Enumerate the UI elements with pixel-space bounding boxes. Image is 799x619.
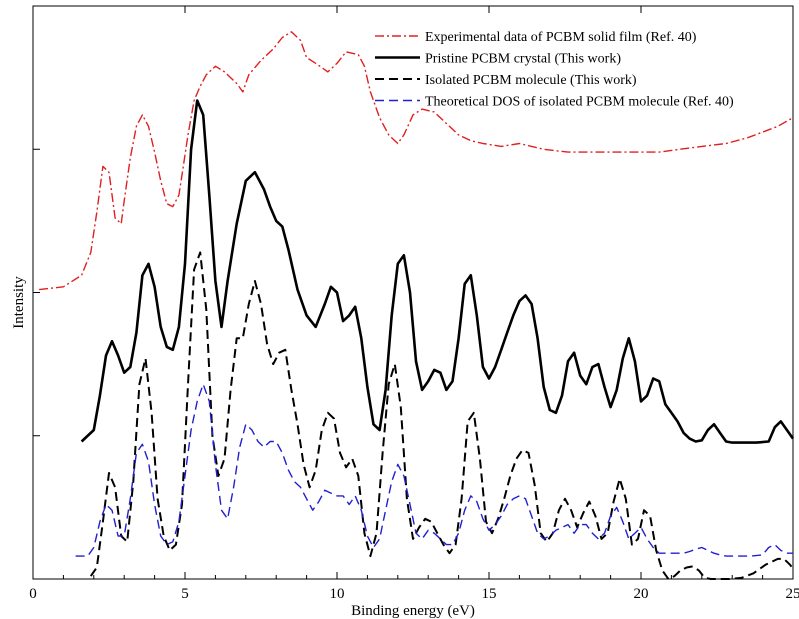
series-line-3 [75,383,793,557]
series-group [39,31,795,580]
axis-ticks: 0 5 10 15 20 25 [29,5,799,602]
plot-frame [32,5,794,580]
x-axis-label: Binding energy (eV) [351,603,475,619]
x-tick-label: 10 [330,586,345,602]
x-tick-label: 5 [181,586,189,602]
series-line-2 [89,251,794,580]
y-axis-label: Intensity [11,276,27,329]
legend-label-1: Pristine PCBM crystal (This work) [425,52,621,67]
x-tick-label: 25 [786,586,799,602]
x-tick-label: 20 [634,586,649,602]
legend-label-3: Theoretical DOS of isolated PCBM molecul… [425,95,734,110]
x-tick-label: 0 [29,586,37,602]
x-tick-label: 15 [482,586,497,602]
legend: Experimental data of PCBM solid film (Re… [375,30,734,110]
series-line-0 [39,31,794,291]
legend-label-0: Experimental data of PCBM solid film (Re… [425,30,697,45]
series-line-1 [80,99,795,444]
legend-label-2: Isolated PCBM molecule (This work) [425,73,637,88]
